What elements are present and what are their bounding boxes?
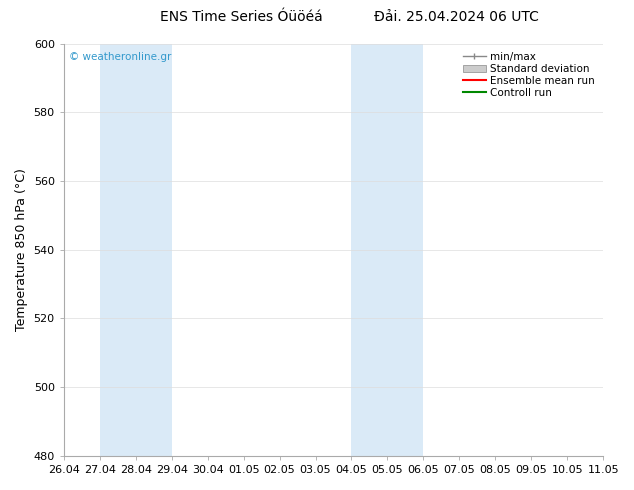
Bar [351,44,424,456]
Text: ENS Time Series Óüöéá: ENS Time Series Óüöéá [160,10,322,24]
Text: Đải. 25.04.2024 06 UTC: Đải. 25.04.2024 06 UTC [374,10,539,24]
Y-axis label: Temperature 850 hPa (°C): Temperature 850 hPa (°C) [15,168,28,331]
Text: © weatheronline.gr: © weatheronline.gr [69,52,172,62]
Bar [100,44,172,456]
Legend: min/max, Standard deviation, Ensemble mean run, Controll run: min/max, Standard deviation, Ensemble me… [460,49,598,101]
